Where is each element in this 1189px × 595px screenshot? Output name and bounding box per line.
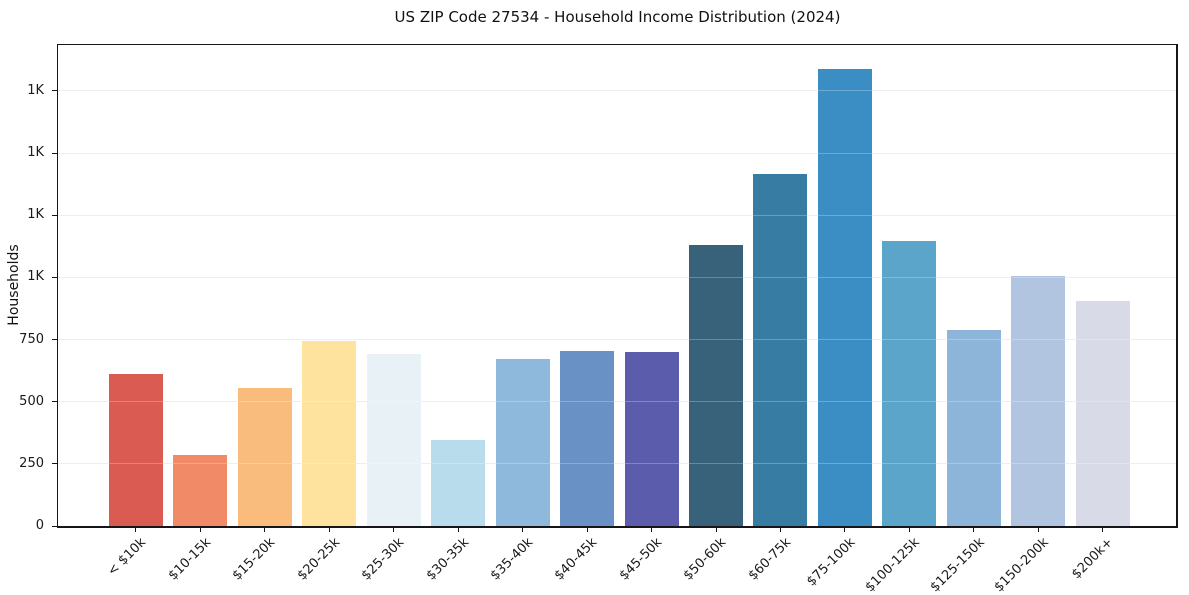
x-tick-mark	[973, 527, 975, 532]
x-tick-mark	[393, 527, 395, 532]
right-spine	[1176, 43, 1178, 528]
x-tick-mark	[328, 527, 330, 532]
y-tick-mark	[51, 401, 57, 403]
x-tick-label: $50-60k	[681, 535, 730, 584]
chart-bar	[431, 440, 486, 526]
gridline	[58, 339, 1176, 341]
gridline-overlay	[58, 276, 1176, 278]
chart-title: US ZIP Code 27534 - Household Income Dis…	[394, 8, 841, 26]
x-tick-mark	[586, 527, 588, 532]
x-tick-mark	[779, 527, 781, 532]
x-tick-mark	[522, 527, 524, 532]
x-tick-label: $15-20k	[229, 535, 279, 584]
chart-bar	[882, 241, 937, 526]
x-tick-label: $100-125k	[862, 535, 923, 595]
chart-bar	[689, 245, 743, 526]
gridline-overlay	[58, 90, 1176, 92]
y-tick-mark	[51, 214, 57, 216]
y-tick-label: 250	[19, 455, 44, 471]
x-tick-label: $75-100k	[804, 535, 859, 590]
y-tick-mark	[51, 152, 57, 154]
y-tick-mark	[51, 276, 57, 278]
gridline-overlay	[58, 401, 1176, 403]
x-tick-label: $125-150k	[927, 535, 988, 595]
chart-bar	[624, 352, 679, 526]
gridline	[58, 214, 1176, 216]
chart-bar	[753, 174, 808, 526]
x-tick-mark	[1037, 527, 1039, 532]
x-tick-mark	[715, 527, 717, 532]
gridline	[58, 463, 1176, 465]
x-tick-mark	[199, 527, 201, 532]
y-tick-label: 1K	[27, 82, 44, 98]
y-tick-label: 0	[35, 518, 44, 533]
chart-bar	[1075, 301, 1130, 526]
chart-bar	[495, 359, 550, 526]
x-tick-label: $45-50k	[616, 535, 666, 584]
chart-bar	[173, 455, 228, 526]
x-tick-mark	[908, 527, 910, 532]
chart-bar	[237, 388, 292, 526]
y-tick-label: 750	[19, 331, 44, 347]
x-tick-label: $10-15k	[165, 535, 214, 584]
x-tick-mark	[457, 527, 459, 532]
y-tick-mark	[51, 525, 57, 527]
y-axis-spine	[56, 43, 58, 528]
plot-area: 0 250 500 750 1K 1K 1K 1K < $10k $10-15k $15-20k $2…	[19, 43, 1178, 595]
x-tick-label: $35-40k	[487, 535, 537, 584]
gridline-overlay	[58, 463, 1176, 465]
x-tick-label: $30-35k	[423, 535, 472, 584]
chart-bar	[817, 68, 872, 526]
x-tick-mark	[1102, 527, 1104, 532]
chart-bar	[946, 329, 1001, 526]
y-tick-label: 1K	[27, 145, 44, 161]
y-tick-mark	[51, 339, 57, 341]
chart-bar	[302, 340, 357, 526]
gridline	[58, 401, 1176, 403]
chart-bar	[108, 374, 163, 526]
x-tick-mark	[264, 527, 266, 532]
y-tick-mark	[51, 463, 57, 465]
gridline-overlay	[58, 214, 1176, 216]
gridline	[58, 90, 1176, 92]
chart-bar	[366, 354, 421, 526]
x-tick-label: $60-75k	[745, 535, 795, 584]
gridline	[58, 152, 1176, 154]
chart-bar	[1011, 276, 1066, 526]
x-tick-mark	[135, 527, 137, 532]
x-tick-label: $20-25k	[294, 535, 343, 584]
y-tick-label: 1K	[27, 207, 44, 223]
x-tick-mark	[651, 527, 653, 532]
x-tick-mark	[844, 527, 846, 532]
y-tick-label: 500	[19, 393, 44, 409]
x-tick-label: $40-45k	[552, 535, 601, 584]
gridline-overlay	[58, 339, 1176, 341]
x-tick-label: $150-200k	[991, 535, 1052, 595]
y-tick-mark	[51, 90, 57, 92]
y-tick-label: 1K	[27, 269, 44, 285]
x-tick-label: $25-30k	[358, 535, 408, 584]
x-axis-spine	[56, 526, 1178, 528]
x-tick-label: < $10k	[105, 535, 150, 580]
x-tick-label: $200k+	[1069, 535, 1117, 583]
top-spine	[56, 43, 1178, 45]
gridline-overlay	[58, 152, 1176, 154]
gridline	[58, 276, 1176, 278]
chart-bar	[560, 350, 615, 526]
